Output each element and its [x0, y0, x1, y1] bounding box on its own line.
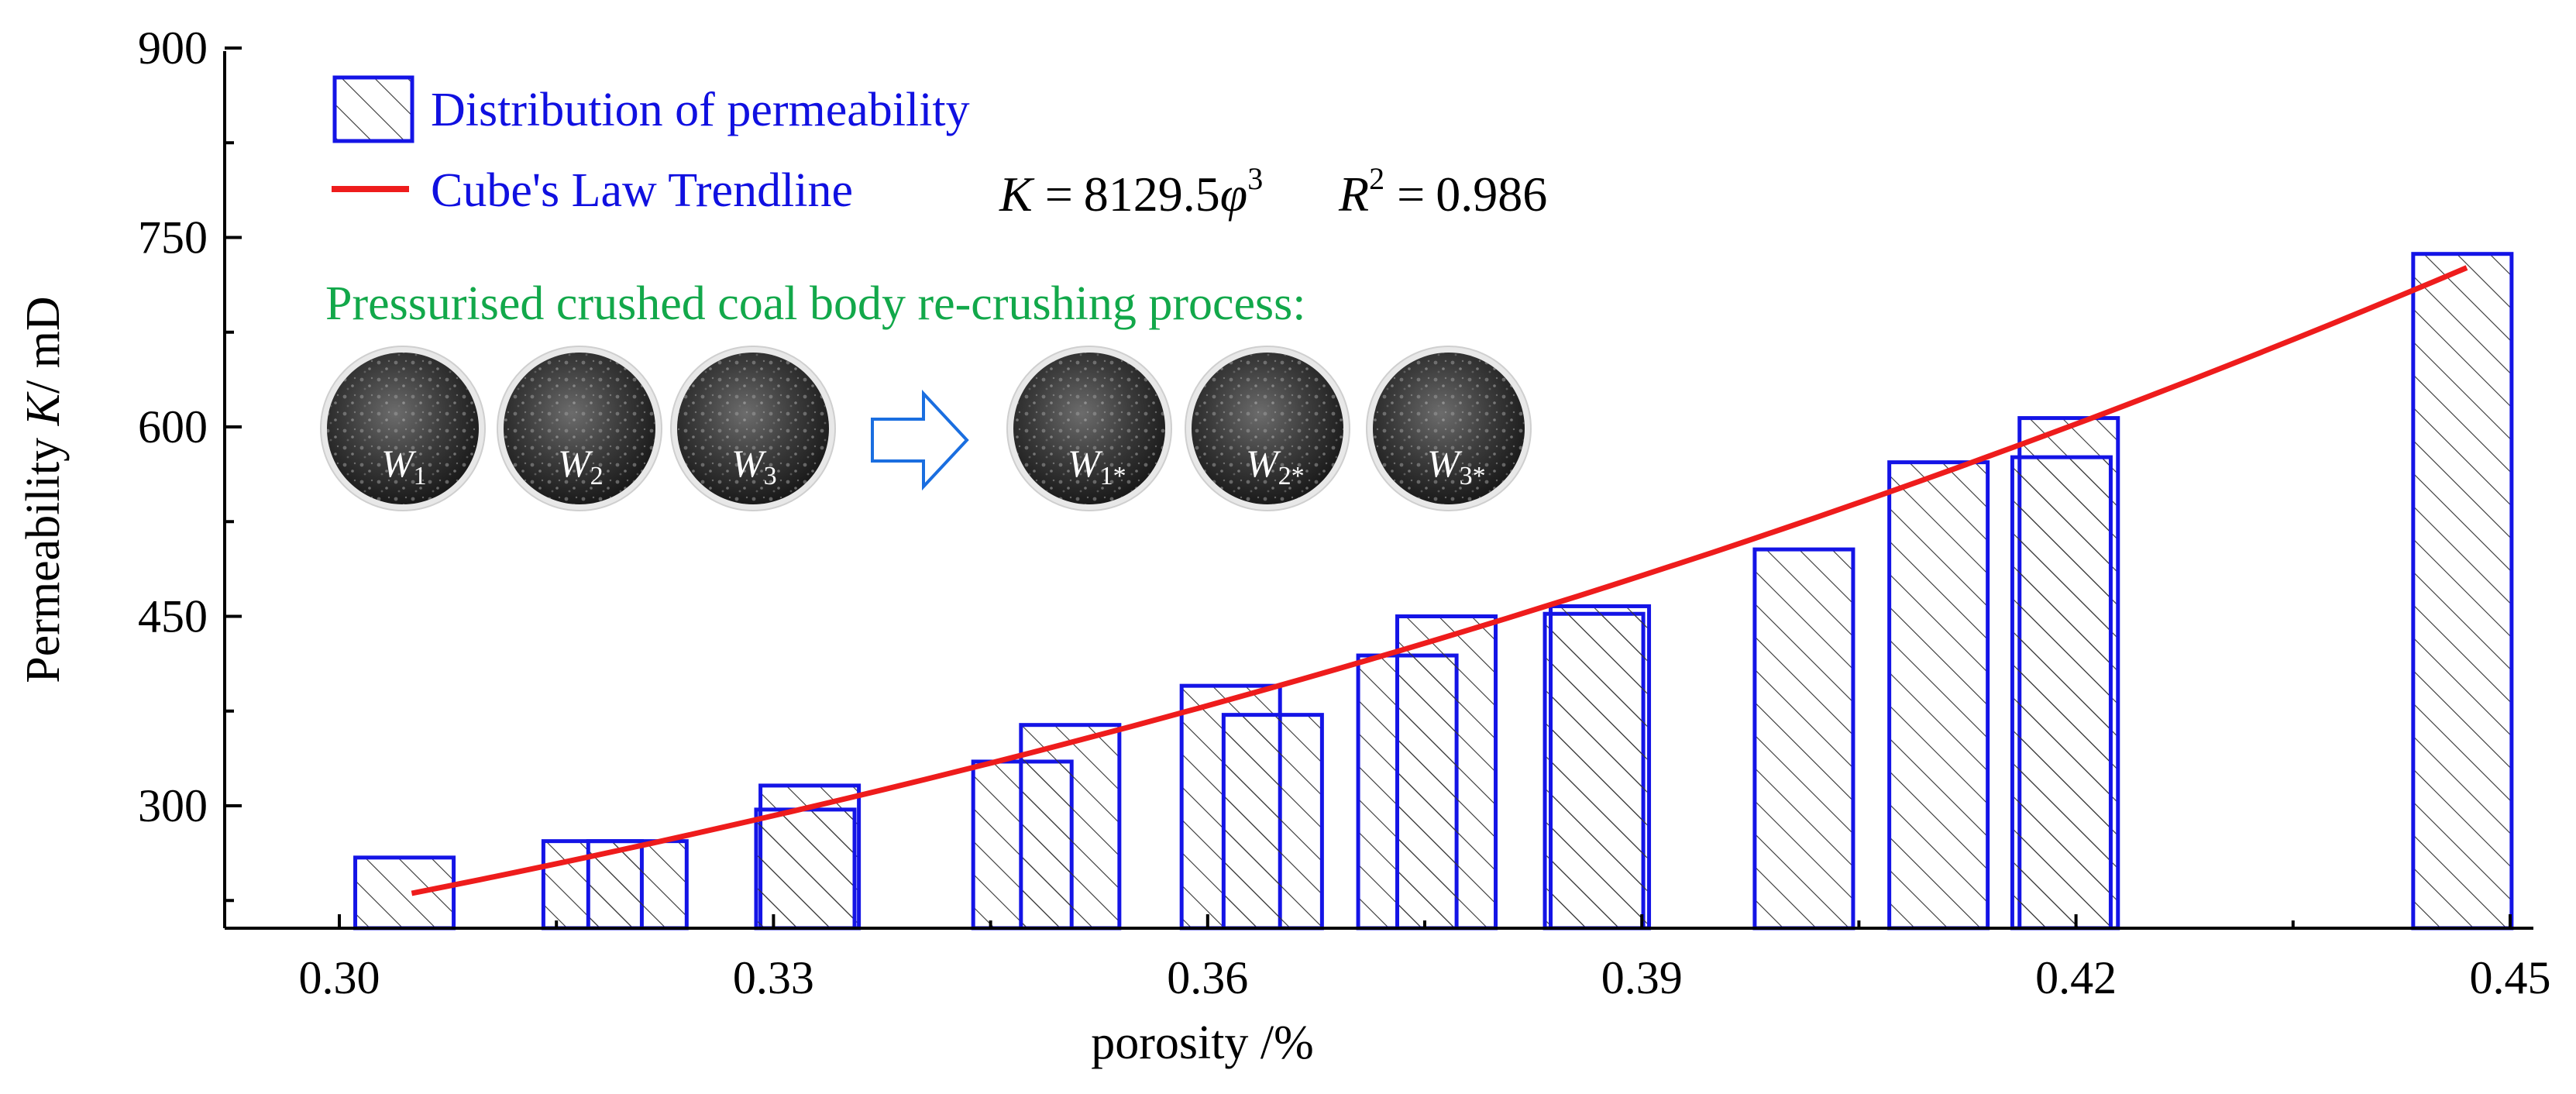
x-axis-title: porosity /%: [1091, 1017, 1314, 1069]
sample-label: W2: [558, 442, 604, 490]
r-squared: R2 = 0.986: [1338, 161, 1547, 222]
x-tick-label: 0.42: [2035, 952, 2117, 1003]
bar: [1221, 713, 1324, 931]
sample-label: W3*: [1427, 442, 1486, 490]
x-tick-label: 0.45: [2470, 952, 2551, 1003]
sample-photo: W3*: [1366, 346, 1532, 511]
cube-law-trendline: [411, 265, 2468, 896]
y-axis-title-italic: K: [17, 390, 70, 426]
sample-images: W1 W2 W3 W1* W2* W3*: [320, 346, 1532, 511]
y-tick-label: 750: [138, 212, 208, 263]
process-caption: Pressurised crushed coal body re-crushin…: [325, 277, 1306, 330]
bar: [754, 807, 857, 931]
x-ticks: 0.30 0.33 0.36 0.39 0.42 0.45: [299, 914, 2551, 1003]
sample-label: W3: [731, 442, 777, 490]
bar: [353, 855, 456, 931]
bars-group: [353, 252, 2514, 931]
y-axis-title-suffix: / mD: [17, 296, 70, 394]
bar: [2010, 455, 2113, 931]
y-tick-label: 300: [138, 780, 208, 831]
bar: [1752, 547, 1855, 931]
x-tick-label: 0.30: [299, 952, 380, 1003]
y-tick-label: 900: [138, 22, 208, 74]
right-arrow-icon: [871, 389, 969, 491]
x-tick-label: 0.33: [733, 952, 814, 1003]
y-ticks: 300 450 600 750 900: [138, 22, 242, 903]
sample-photo: W3: [670, 346, 836, 511]
sample-label: W2*: [1246, 442, 1305, 490]
legend-label-trendline: Cube's Law Trendline: [431, 164, 853, 217]
trend-equation: K = 8129.5φ3: [999, 161, 1263, 222]
y-tick-label: 600: [138, 401, 208, 452]
legend-label-distribution: Distribution of permeability: [431, 84, 970, 136]
y-axis-title: Permeability K/ mD: [17, 296, 70, 683]
legend-bar-swatch: [332, 75, 414, 143]
bar: [1549, 604, 1652, 931]
y-tick-label: 450: [138, 591, 208, 642]
sample-photo: W1*: [1006, 346, 1172, 511]
sample-label: W1: [381, 442, 427, 490]
bar: [2411, 252, 2514, 931]
bar: [1887, 460, 1990, 931]
legend: Distribution of permeability Cube's Law …: [332, 75, 970, 217]
x-tick-label: 0.36: [1167, 952, 1248, 1003]
sample-photo: W1: [320, 346, 486, 511]
x-tick-label: 0.39: [1601, 952, 1683, 1003]
sample-photo: W2*: [1185, 346, 1350, 511]
bar: [1019, 723, 1122, 931]
y-axis-title-prefix: Permeability: [17, 425, 70, 683]
axes: [223, 51, 2533, 930]
bar: [1395, 614, 1498, 931]
sample-label: W1*: [1068, 442, 1126, 490]
sample-photo: W2: [497, 346, 662, 511]
